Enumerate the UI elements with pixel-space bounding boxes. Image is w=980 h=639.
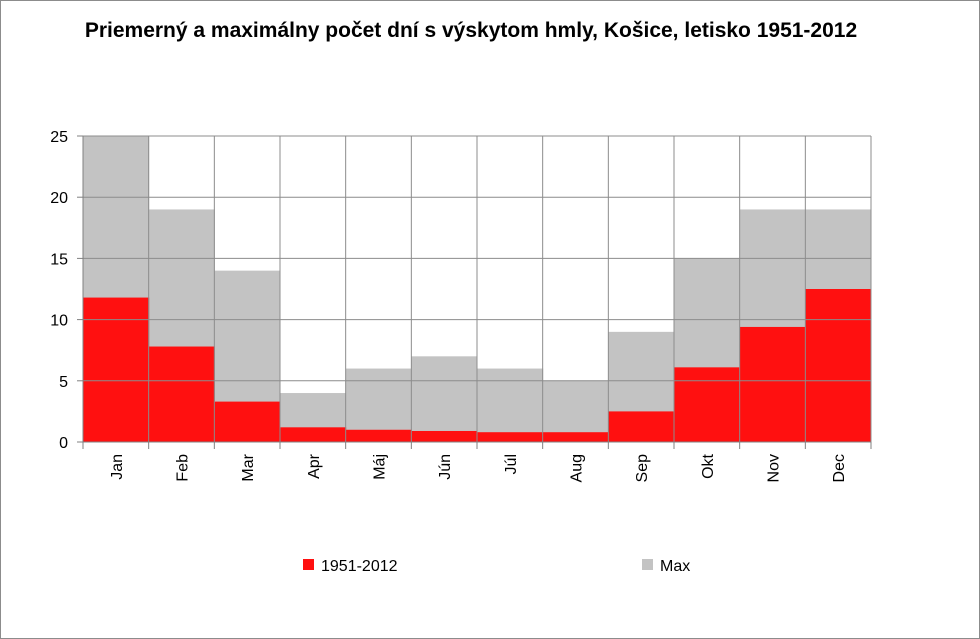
legend-swatch-1 bbox=[642, 559, 653, 570]
legend-label-1: Max bbox=[660, 558, 690, 575]
y-tick-labels: 0 5 10 15 20 25 bbox=[50, 129, 68, 452]
legend-label-0: 1951-2012 bbox=[321, 558, 398, 575]
avg-bar-0 bbox=[83, 297, 150, 442]
y-tick-label: 15 bbox=[50, 251, 68, 268]
x-tick-label-1: Feb bbox=[175, 454, 192, 482]
x-tick-label-9: Okt bbox=[700, 453, 717, 478]
axes bbox=[77, 135, 872, 449]
x-tick-label-11: Dec bbox=[831, 454, 848, 482]
max-bar-6 bbox=[477, 368, 544, 442]
legend-swatch-0 bbox=[303, 559, 314, 570]
x-tick-label-7: Aug bbox=[569, 454, 586, 482]
avg-series bbox=[83, 289, 872, 442]
x-tick-label-8: Sep bbox=[634, 454, 651, 483]
avg-bar-1 bbox=[148, 346, 215, 442]
avg-bar-11 bbox=[805, 289, 872, 442]
x-tick-label-4: Máj bbox=[372, 454, 389, 480]
x-tick-label-2: Mar bbox=[240, 453, 257, 481]
x-tick-label-10: Nov bbox=[766, 454, 783, 482]
x-tick-label-0: Jan bbox=[109, 454, 126, 480]
avg-bar-9 bbox=[674, 367, 741, 442]
x-tick-labels: Jan Feb Mar Apr Máj Jún Júl Aug Sep Okt Nov Dec bbox=[109, 453, 848, 482]
max-bar-7 bbox=[542, 380, 609, 442]
avg-bar-2 bbox=[214, 401, 281, 442]
y-tick-label: 25 bbox=[50, 129, 68, 146]
y-tick-label: 5 bbox=[59, 374, 68, 391]
avg-bar-5 bbox=[411, 430, 478, 442]
avg-bar-7 bbox=[542, 432, 609, 442]
y-tick-label: 0 bbox=[59, 435, 68, 452]
max-bar-5 bbox=[411, 356, 478, 442]
x-tick-label-5: Jún bbox=[437, 454, 454, 480]
avg-bar-10 bbox=[739, 326, 806, 442]
y-tick-label: 10 bbox=[50, 313, 68, 330]
y-tick-label: 20 bbox=[50, 190, 68, 207]
avg-bar-4 bbox=[345, 429, 412, 442]
chart-title: Priemerný a maximálny počet dní s výskyt… bbox=[84, 19, 858, 42]
x-tick-label-6: Júl bbox=[503, 454, 520, 474]
legend: 1951-2012 Max bbox=[303, 558, 690, 575]
x-tick-label-3: Apr bbox=[306, 453, 323, 479]
avg-bar-6 bbox=[477, 432, 544, 442]
avg-bar-3 bbox=[280, 427, 347, 442]
avg-bar-8 bbox=[608, 411, 675, 442]
